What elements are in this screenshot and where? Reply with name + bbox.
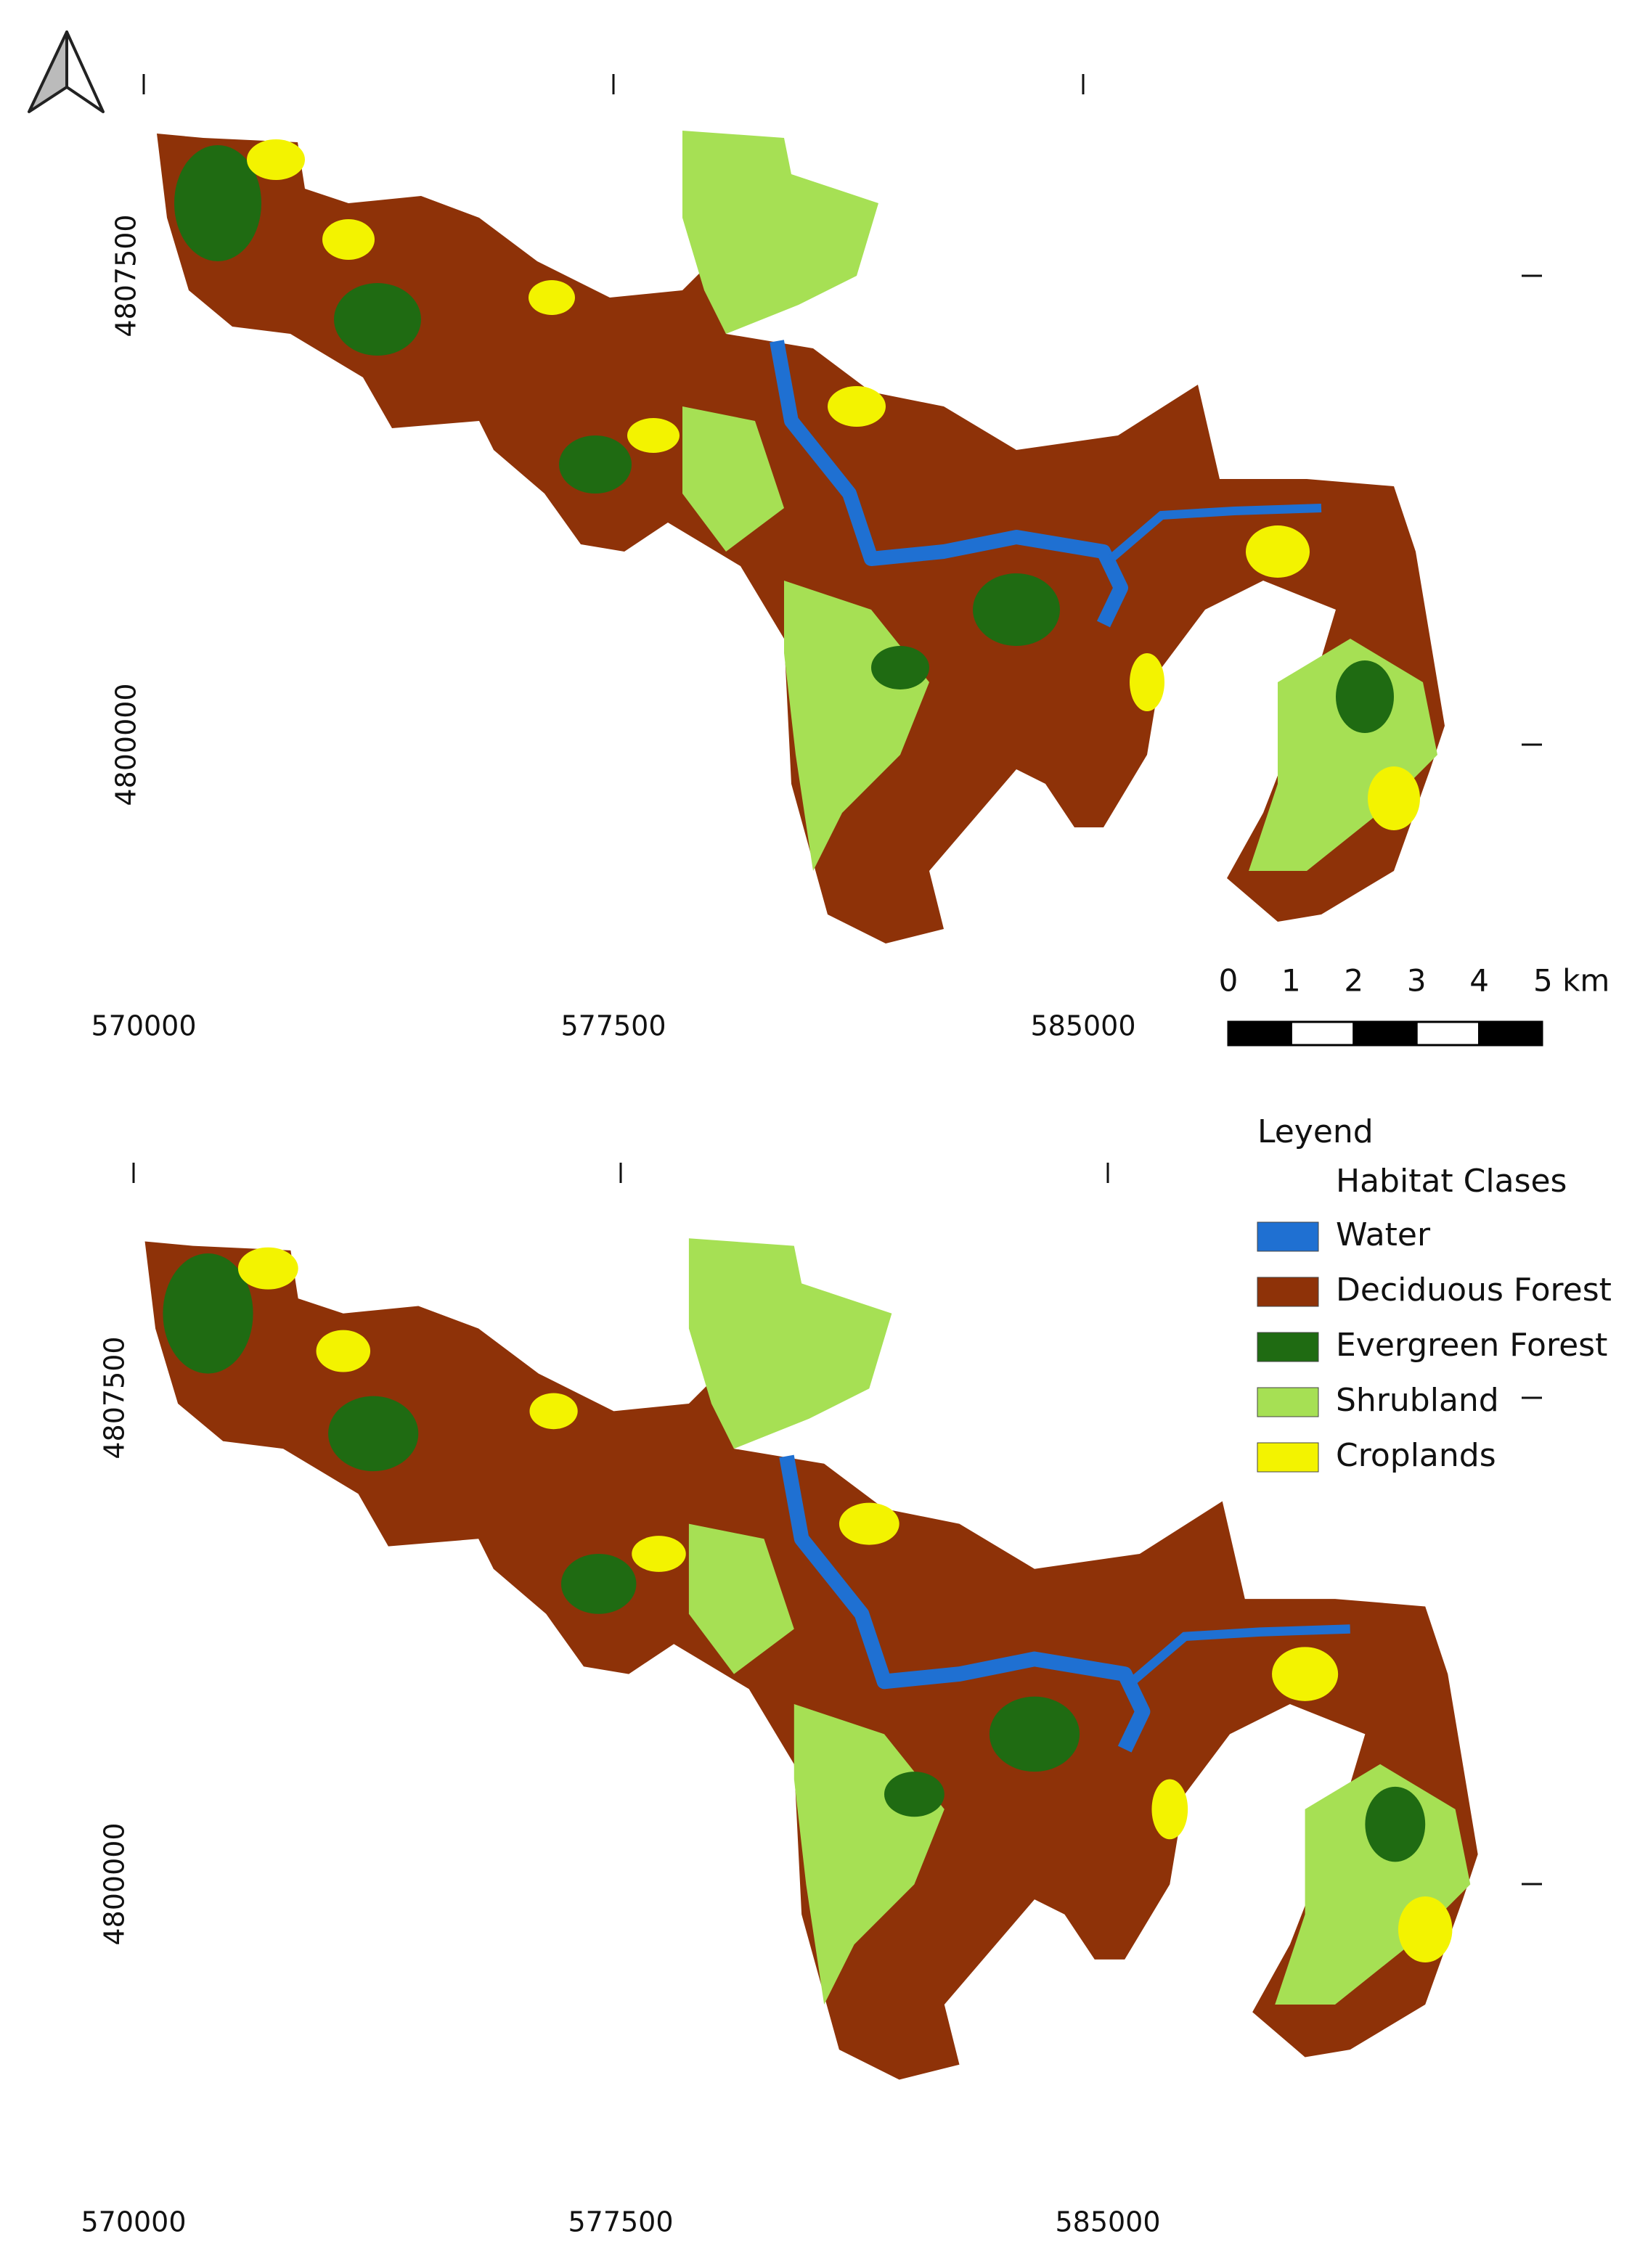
x-tick-label: 585000 [1030, 1010, 1135, 1042]
legend-subtitle: Habitat Clases [1336, 1163, 1567, 1200]
x-tick-label: 570000 [81, 2206, 186, 2238]
legend-swatch [1257, 1221, 1319, 1252]
y-tick-label: 4800000 [110, 683, 142, 806]
legend-swatch [1257, 1332, 1319, 1362]
y-tick-label: 4807500 [110, 214, 142, 337]
legend-swatch [1257, 1442, 1319, 1473]
north-arrow [28, 30, 105, 113]
scale-bar-label: 2 [1344, 963, 1363, 999]
scale-bar-segment [1352, 1020, 1418, 1047]
scale-bar-segment [1415, 1020, 1481, 1047]
legend-swatch [1257, 1277, 1319, 1307]
legend-label: Shrubland [1336, 1382, 1499, 1419]
legend-label: Evergreen Forest [1336, 1327, 1607, 1364]
scale-bar-label: 4 [1469, 963, 1489, 999]
scale-bar-label: 3 [1407, 963, 1427, 999]
x-tick-label: 585000 [1055, 2206, 1160, 2238]
scale-bar-segment [1227, 1020, 1292, 1047]
scale-bar-label: 1 [1281, 963, 1301, 999]
scale-bar-segment [1289, 1020, 1355, 1047]
y-tick-label: 4800000 [99, 1822, 131, 1945]
x-tick-label: 570000 [91, 1010, 196, 1042]
x-tick-label: 577500 [560, 1010, 666, 1042]
legend-swatch [1257, 1387, 1319, 1417]
legend-label: Deciduous Forest [1336, 1272, 1612, 1309]
legend-label: Water [1336, 1216, 1431, 1253]
legend-label: Croplands [1336, 1437, 1496, 1474]
x-tick-label: 577500 [568, 2206, 673, 2238]
legend-title: Leyend [1257, 1113, 1374, 1150]
y-tick-label: 4807500 [99, 1336, 131, 1459]
scale-bar-label: 5 km [1533, 963, 1609, 999]
overlay: 570000 577500 585000 4807500 4800000 570000 57… [81, 74, 1612, 2238]
scale-bar-label: 0 [1219, 963, 1239, 999]
scale-bar-segment [1478, 1020, 1543, 1047]
